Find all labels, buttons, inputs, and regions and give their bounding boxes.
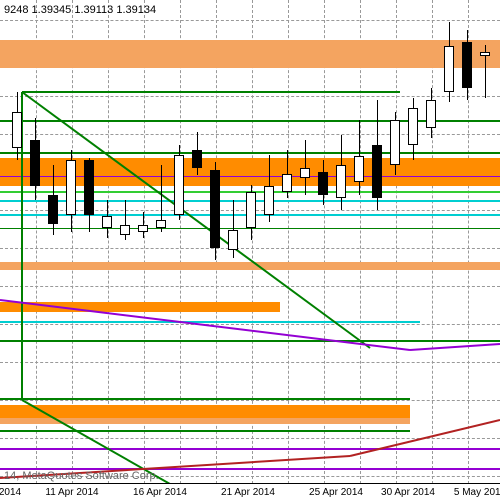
level-line: [0, 398, 410, 400]
x-tick-label: 21 Apr 2014: [221, 487, 275, 498]
price-zone: [0, 262, 500, 270]
candle-body[interactable]: [30, 140, 40, 186]
candle-body[interactable]: [156, 220, 166, 228]
x-tick-label: 11 Apr 2014: [45, 487, 98, 498]
candle-body[interactable]: [66, 160, 76, 215]
price-zone: [0, 418, 410, 424]
candle-body[interactable]: [444, 46, 454, 92]
level-line: [0, 120, 500, 122]
candle-body[interactable]: [480, 52, 490, 56]
level-line: [0, 340, 500, 342]
grid-line-v: [432, 0, 433, 484]
level-line: [0, 228, 500, 229]
candle-body[interactable]: [246, 192, 256, 228]
candle-body[interactable]: [228, 230, 238, 250]
candle-body[interactable]: [264, 186, 274, 215]
grid-line-h: [0, 96, 500, 97]
candle-body[interactable]: [210, 170, 220, 248]
grid-line-h: [0, 438, 500, 439]
candle-body[interactable]: [372, 145, 382, 198]
candle-body[interactable]: [48, 195, 58, 224]
level-line: [0, 448, 500, 450]
ohlc-readout: 9248 1.39345 1.39113 1.39134: [4, 4, 156, 16]
grid-line-h: [0, 400, 500, 401]
x-tick-label: 25 Apr 2014: [309, 487, 363, 498]
grid-line-h: [0, 324, 500, 325]
price-zone: [0, 40, 500, 68]
candle-body[interactable]: [408, 108, 418, 145]
candle-body[interactable]: [300, 168, 310, 178]
grid-line-h: [0, 286, 500, 287]
candlestick-chart[interactable]: 9248 1.39345 1.39113 1.39134 14, MetaQuo…: [0, 0, 500, 500]
candle-body[interactable]: [102, 216, 112, 228]
x-tick-label: 30 Apr 2014: [381, 487, 435, 498]
candle-body[interactable]: [174, 155, 184, 215]
x-axis: 2014 11 Apr 2014 16 Apr 2014 21 Apr 2014 25 …: [0, 483, 500, 500]
candle-body[interactable]: [336, 165, 346, 198]
level-line: [0, 430, 410, 432]
x-tick-label: 16 Apr 2014: [133, 487, 187, 498]
level-line: [0, 321, 420, 323]
candle-body[interactable]: [84, 160, 94, 215]
candle-body[interactable]: [192, 150, 202, 168]
grid-line-h: [0, 362, 500, 363]
candle-body[interactable]: [426, 100, 436, 128]
candle-body[interactable]: [282, 174, 292, 192]
x-tick-label: 5 May 2014: [454, 487, 500, 498]
grid-line-h: [0, 248, 500, 249]
trend-lines: [0, 0, 500, 500]
copyright-text: 14, MetaQuotes Software Corp.: [4, 470, 159, 482]
grid-line-h: [0, 20, 500, 21]
x-tick-label: 2014: [0, 487, 21, 498]
candle-body[interactable]: [120, 225, 130, 235]
candle-body[interactable]: [462, 42, 472, 88]
grid-line-h: [0, 134, 500, 135]
candle-body[interactable]: [318, 172, 328, 195]
candle-body[interactable]: [12, 112, 22, 148]
candle-body[interactable]: [390, 120, 400, 165]
candle-body[interactable]: [354, 156, 364, 182]
candle-body[interactable]: [138, 225, 148, 232]
price-zone: [0, 302, 280, 312]
level-line: [0, 152, 500, 154]
